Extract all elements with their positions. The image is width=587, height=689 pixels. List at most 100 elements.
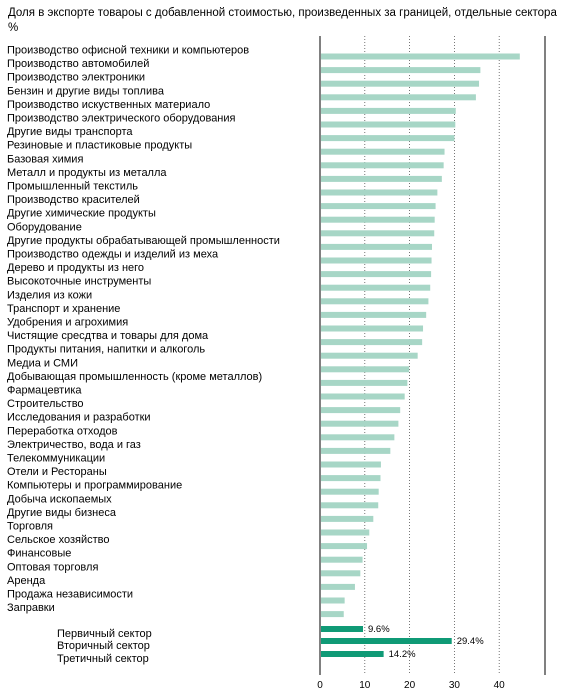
bar [321, 257, 432, 264]
bar [321, 583, 355, 590]
category-label: Транспорт и хранение [7, 303, 120, 315]
category-label: Оптовая торговля [7, 561, 98, 573]
category-label: Добыча ископаемых [7, 493, 112, 505]
category-label: Чистящие сресдтва и товары для дома [7, 330, 209, 342]
sector-bar [321, 638, 452, 644]
category-label: Производство офисной техники и компьютер… [7, 45, 249, 57]
sector-label: Третичный сектор [57, 653, 149, 665]
bar [321, 515, 374, 522]
bar [321, 502, 379, 509]
bar [321, 597, 345, 604]
label-layer: Производство офисной техники и компьютер… [7, 45, 280, 615]
bar [321, 461, 381, 468]
category-label: Производство искуственных материало [7, 99, 210, 111]
category-label: Продажа независимости [7, 589, 133, 601]
x-tick-label: 20 [404, 680, 416, 689]
bar [321, 352, 418, 359]
category-label: Торговля [7, 521, 53, 533]
category-label: Оборудование [7, 221, 82, 233]
bar [321, 570, 361, 577]
category-label: Другие продукты обрабатывающей промышлен… [7, 235, 280, 247]
bar [321, 175, 442, 182]
sector-label: Вторичный сектор [57, 640, 150, 652]
category-label: Промышленный текстиль [7, 181, 138, 193]
x-tick-label: 40 [494, 680, 506, 689]
bar-layer [321, 53, 520, 618]
x-tick-label: 0 [317, 680, 323, 689]
bar [321, 298, 429, 305]
sector-bar [321, 626, 364, 632]
bar [321, 216, 435, 223]
category-label: Металл и продукты из металла [7, 167, 167, 179]
bar [321, 203, 436, 210]
sector-label: Первичный сектор [57, 628, 152, 640]
category-label: Производство электроники [7, 72, 145, 84]
bar [321, 488, 379, 495]
category-label: Производство автомобилей [7, 58, 149, 70]
bar [321, 393, 405, 400]
x-tick-label: 30 [449, 680, 461, 689]
bar [321, 447, 391, 454]
category-label: Строительство [7, 398, 84, 410]
category-label: Производство электрического оборудования [7, 113, 236, 125]
bar [321, 434, 395, 441]
bar [321, 148, 445, 155]
bar [321, 366, 410, 373]
category-label: Изделия из кожи [7, 289, 92, 301]
bar [321, 189, 438, 196]
category-label: Производство красителей [7, 194, 140, 206]
category-label: Телекоммуникации [7, 453, 105, 465]
x-tick-label: 10 [359, 680, 371, 689]
sector-value-label: 14.2% [389, 649, 416, 660]
sector-value-label: 9.6% [368, 624, 390, 635]
bar [321, 243, 432, 250]
bar [321, 135, 455, 142]
category-label: Сельское хозяйство [7, 534, 109, 546]
bar [321, 407, 401, 414]
sector-layer: Первичный сектор 9.6% Вторичный сектор 29.4… [57, 624, 484, 665]
bar [321, 67, 481, 74]
bar [321, 325, 424, 332]
bar [321, 556, 363, 563]
category-label: Добывающая промышленность (кроме металло… [7, 371, 262, 383]
category-label: Резиновые и пластиковые продукты [7, 140, 192, 152]
bar [321, 121, 456, 128]
category-label: Другие виды бизнеса [7, 507, 117, 519]
bar [321, 107, 456, 114]
category-label: Финансовые [7, 548, 71, 560]
category-label: Продукты питания, напитки и алкоголь [7, 344, 205, 356]
category-label: Удобрения и агрохимия [7, 317, 128, 329]
sector-bar [321, 651, 384, 657]
category-label: Отели и Рестораны [7, 466, 107, 478]
category-label: Другие химические продукты [7, 208, 156, 220]
bar [321, 53, 520, 60]
bar [321, 94, 476, 101]
category-label: Производство одежды и изделий из меха [7, 249, 219, 261]
category-label: Фармацевтика [7, 385, 82, 397]
category-label: Бензин и другие виды топлива [7, 85, 165, 97]
bar [321, 271, 432, 278]
bar [321, 529, 370, 536]
bar [321, 611, 344, 618]
bar [321, 311, 427, 318]
bar [321, 80, 480, 87]
bar [321, 284, 431, 291]
category-label: Аренда [7, 575, 46, 587]
chart-title: Доля в экспорте товароы с добавленной ст… [8, 7, 557, 34]
category-label: Компьютеры и программирование [7, 480, 182, 492]
axis-layer: 0 10 20 30 40 [317, 36, 546, 689]
bar [321, 420, 399, 427]
bar [321, 475, 381, 482]
bar [321, 339, 423, 346]
category-label: Исследования и разработки [7, 412, 151, 424]
category-label: Переработка отходов [7, 425, 118, 437]
category-label: Базовая химия [7, 153, 83, 165]
sector-value-label: 29.4% [457, 636, 484, 647]
bar [321, 162, 444, 169]
bar [321, 379, 408, 386]
category-label: Заправки [7, 602, 55, 614]
category-label: Другие виды транспорта [7, 126, 133, 138]
category-label: Электричество, вода и газ [7, 439, 141, 451]
bar [321, 230, 435, 237]
